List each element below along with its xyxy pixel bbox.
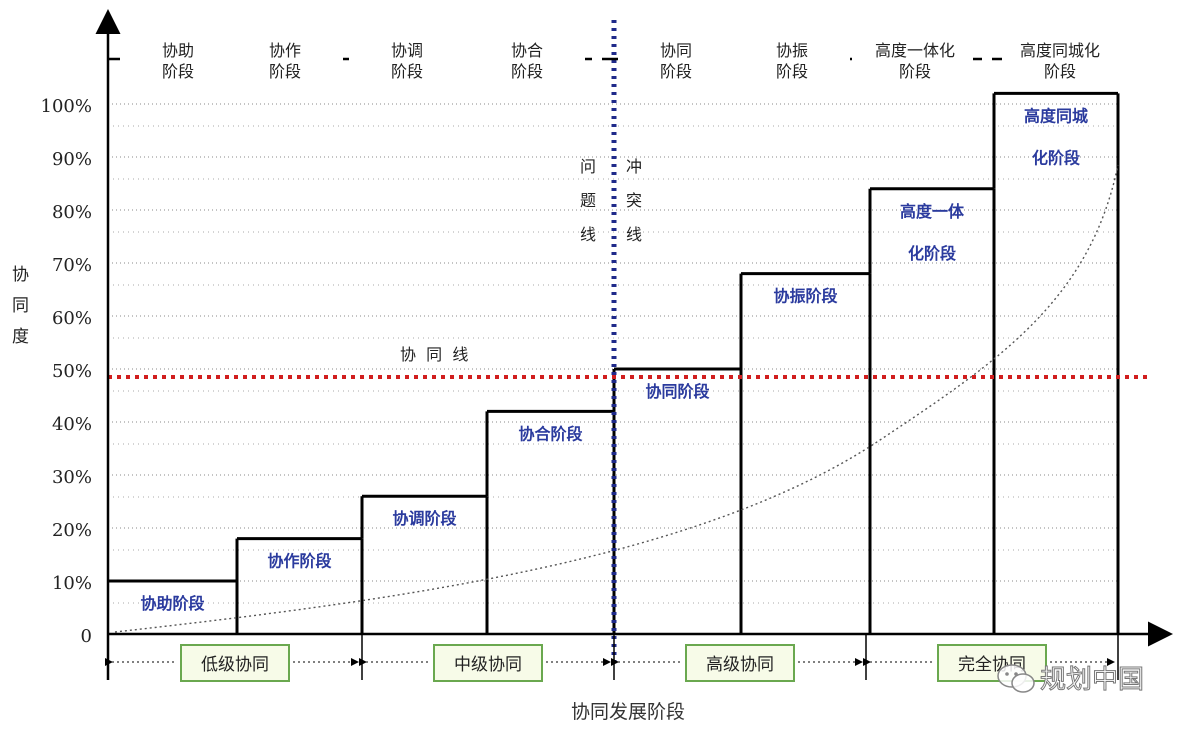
top-stage-label: 协作阶段 [269,41,301,81]
step-label: 协振阶段 [773,287,838,306]
problem-line-label: 问题线 [580,157,596,244]
y-tick-label: 60% [52,308,92,329]
x-axis-label: 协同发展阶段 [571,701,685,723]
top-stage-bg [618,36,734,84]
y-axis-label: 协同度 [12,265,29,347]
growth-curve [114,164,1119,633]
top-stage-bg [120,36,236,84]
level-box [433,644,543,682]
step-label: 协调阶段 [392,509,457,528]
top-stage-bg [469,36,585,84]
y-tick-label: 30% [52,467,92,488]
top-stage-bg [227,36,343,84]
y-tick-label: 0 [81,626,92,647]
watermark-text: 规划中国 [1040,665,1144,695]
top-stage-label: 协合阶段 [511,41,543,81]
top-stage-bg [734,36,850,84]
top-stage-label: 高度一体化阶段 [875,41,955,81]
y-axis-ticks: 0 10% 20% 30% 40% 50% 60% 70% 80% 90% 100% [41,96,92,647]
level-box [685,644,795,682]
top-stage-label: 协振阶段 [776,41,808,81]
top-stage-label: 协调阶段 [391,41,423,81]
y-tick-label: 100% [41,96,92,117]
wechat-icon [997,664,1035,693]
level-box [180,644,290,682]
top-stage-bg [349,36,465,84]
top-stage-bg [1002,36,1118,84]
step-label: 协同阶段 [645,382,710,401]
top-stage-label: 协助阶段 [162,41,194,81]
top-stage-bg [857,36,973,84]
y-tick-label: 10% [52,573,92,594]
y-tick-label: 70% [52,255,92,276]
conflict-line-label: 冲突线 [626,157,642,244]
watermark: 规划中国 [997,664,1145,696]
y-tick-label: 20% [52,520,92,541]
top-stage-label: 高度同城化阶段 [1020,41,1100,81]
y-tick-label: 80% [52,202,92,223]
step-label: 协合阶段 [518,424,583,443]
y-tick-label: 90% [52,149,92,170]
y-tick-label: 50% [52,361,92,382]
collab-line-label: 协 同 线 [400,345,468,364]
step-label: 高度同城化阶段 [1024,106,1088,167]
level-bands: 低级协同 中级协同 高级协同 完全协同 [105,634,1119,682]
step-label: 协助阶段 [140,594,205,613]
level-label: 低级协同 [201,655,269,675]
level-label: 中级协同 [454,655,522,675]
y-tick-label: 40% [52,414,92,435]
step-label: 协作阶段 [267,552,332,571]
top-stage-label: 协同阶段 [660,41,692,81]
step-label: 高度一体化阶段 [900,202,965,263]
top-stage-labels: 协助阶段 协作阶段 协调阶段 协合阶段 协同阶段 协振阶段 高度一体化阶段 高度同城化阶段 [120,36,1118,84]
level-label: 高级协同 [706,655,774,675]
